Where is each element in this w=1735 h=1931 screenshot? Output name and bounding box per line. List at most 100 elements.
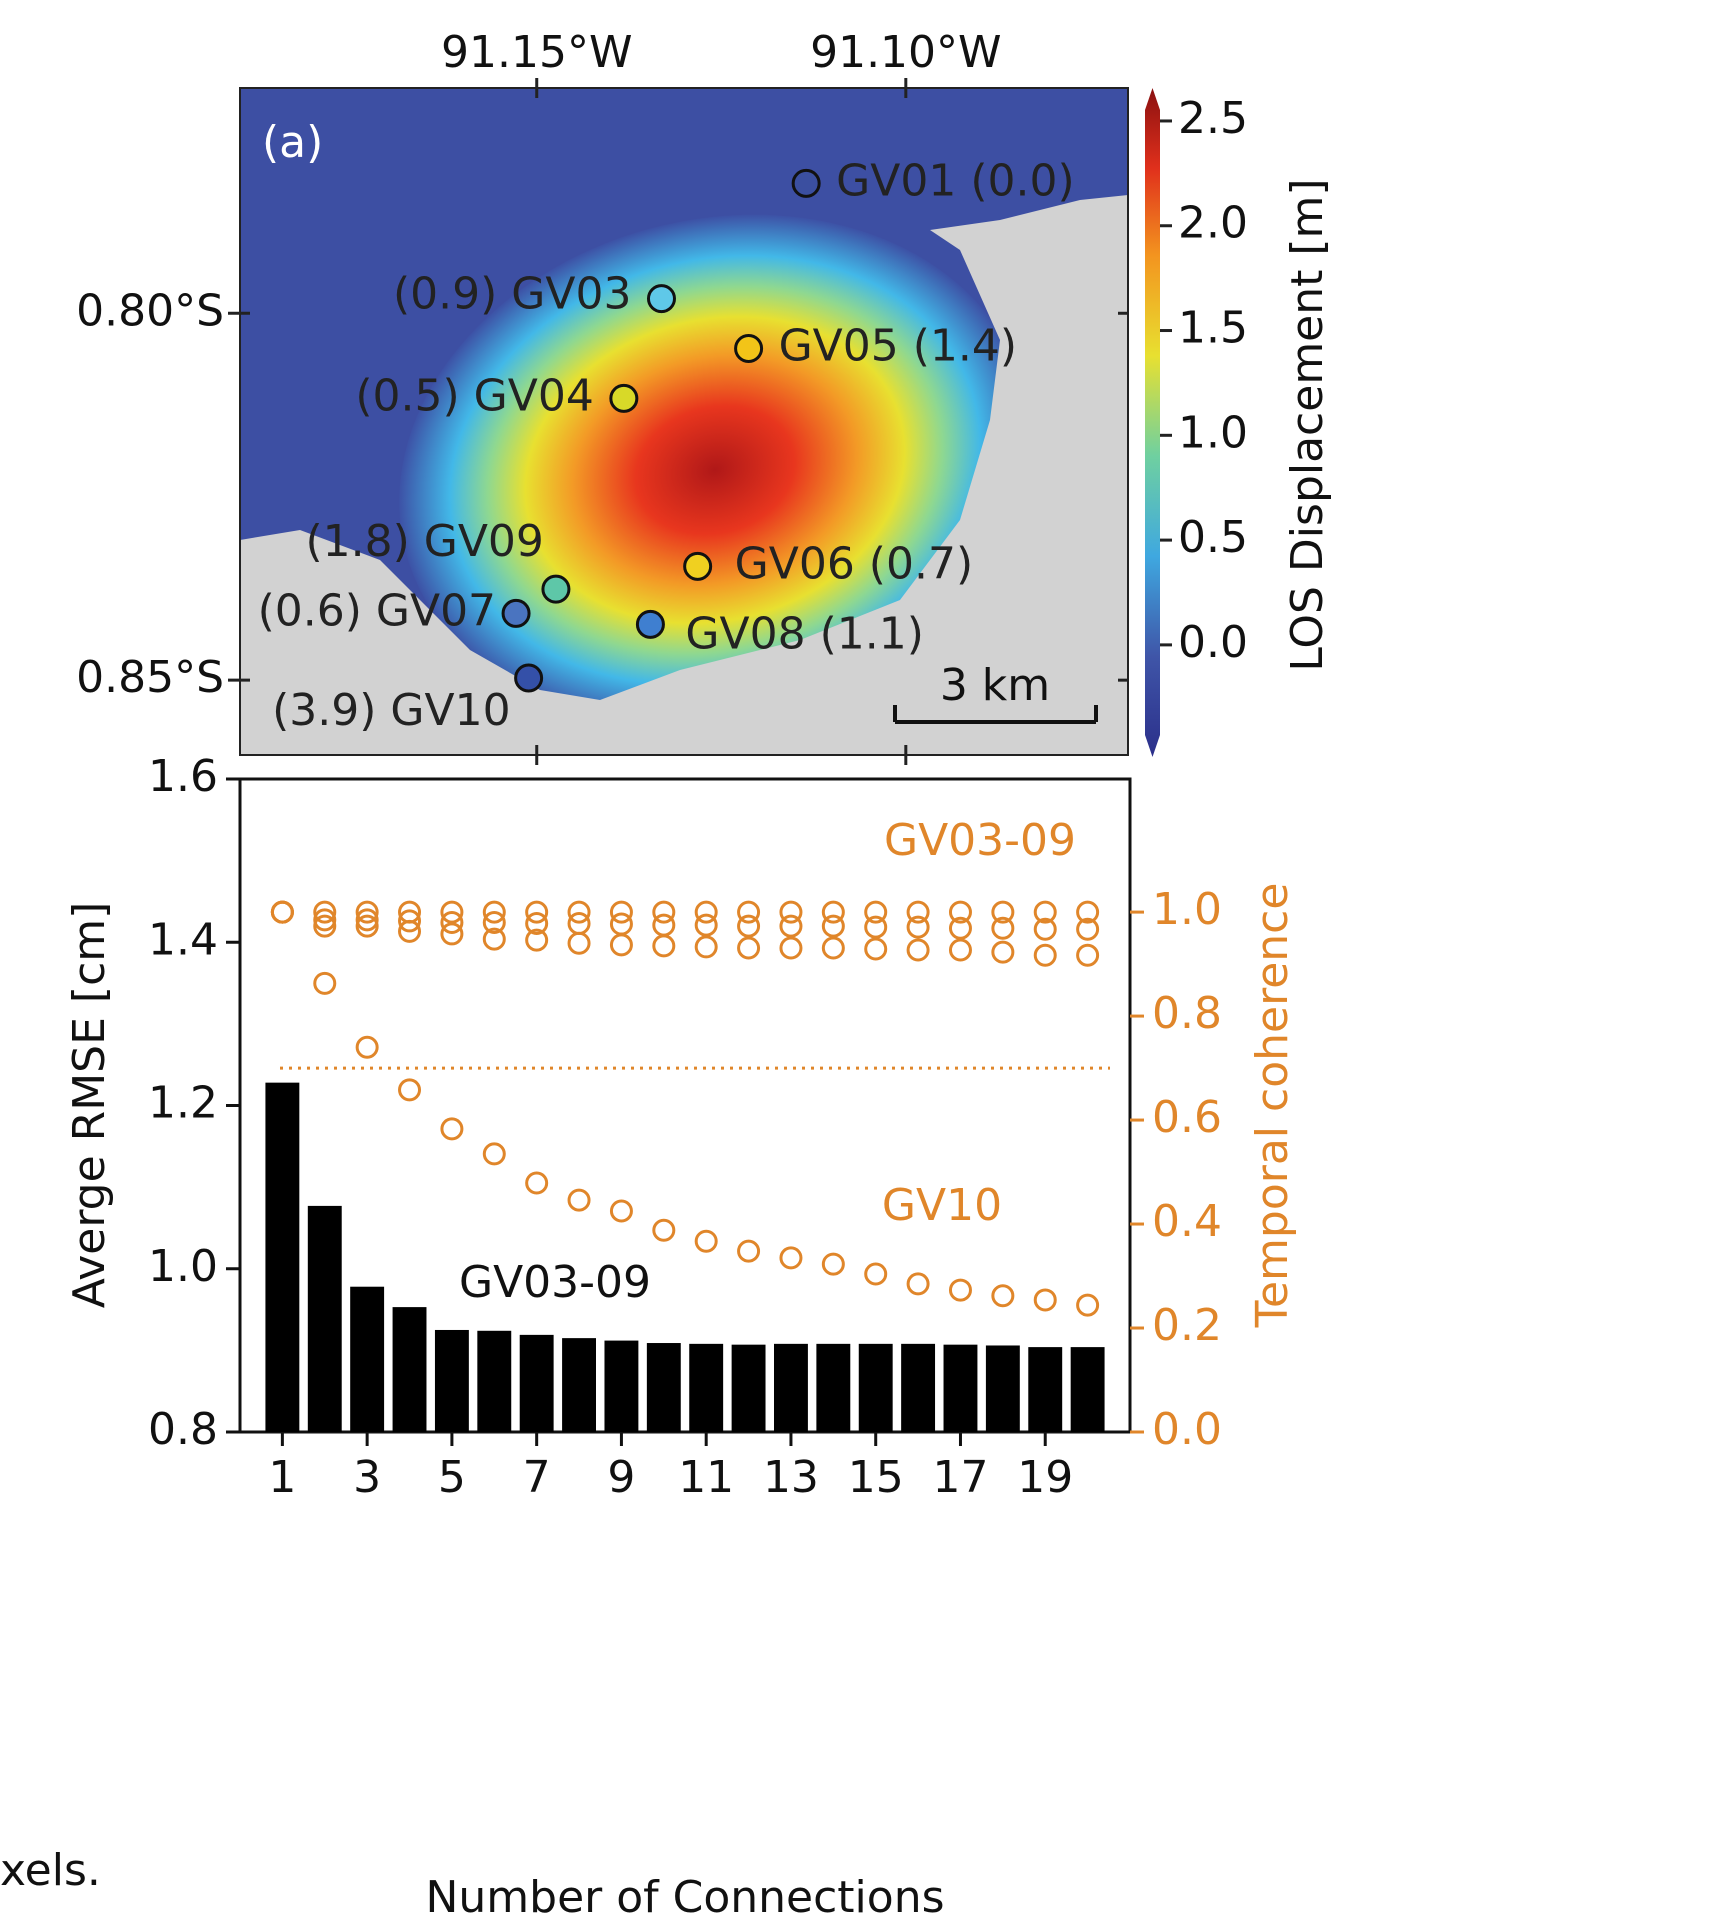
bar	[1028, 1347, 1062, 1432]
station	[637, 611, 663, 637]
station-label: (3.9) GV10	[272, 685, 510, 736]
colorbar-tick-label: 0.0	[1178, 617, 1248, 668]
colorbar-label: LOS Displacement [m]	[1282, 178, 1333, 671]
coherence-point	[993, 942, 1013, 962]
y2-tick-label: 1.0	[1152, 884, 1222, 935]
x-axis-label: Number of Connections	[425, 1872, 944, 1923]
coherence-point	[908, 1274, 928, 1294]
y-tick-label: 0.8	[148, 1404, 218, 1455]
station	[793, 170, 819, 196]
station	[736, 335, 762, 361]
coherence-point	[696, 1231, 716, 1251]
bar	[901, 1344, 935, 1432]
coherence-point	[823, 1254, 843, 1274]
coherence-point	[400, 1080, 420, 1100]
bar	[393, 1307, 427, 1432]
coherence-point	[908, 917, 928, 937]
coherence-point	[1035, 1290, 1055, 1310]
coherence-point	[611, 1201, 631, 1221]
coherence-point	[739, 1241, 759, 1261]
station	[516, 665, 542, 691]
colorbar-tick-label: 2.0	[1178, 198, 1248, 249]
annotation: GV03-09	[459, 1257, 651, 1308]
coherence-point	[866, 917, 886, 937]
bar	[604, 1341, 638, 1432]
bar	[689, 1344, 723, 1432]
x-tick-label: 91.10°W	[810, 27, 1001, 78]
station-label: GV05 (1.4)	[779, 320, 1017, 371]
station-label: GV06 (0.7)	[735, 538, 973, 589]
coherence-point	[611, 935, 631, 955]
x-tick-label: 11	[678, 1452, 734, 1503]
caption-fragment: xels.	[0, 1845, 101, 1896]
y-tick-label: 0.80°S	[76, 285, 224, 336]
bar	[350, 1287, 384, 1432]
coherence-point	[527, 1173, 547, 1193]
x-tick-label: 1	[268, 1452, 296, 1503]
coherence-point	[739, 938, 759, 958]
bar	[774, 1344, 808, 1432]
station	[685, 553, 711, 579]
y2-tick-label: 0.2	[1152, 1300, 1222, 1351]
x-tick-label: 7	[523, 1452, 551, 1503]
coherence-point	[866, 1264, 886, 1284]
coherence-point	[654, 1220, 674, 1240]
bar	[308, 1206, 342, 1432]
y2-tick-label: 0.4	[1152, 1196, 1222, 1247]
figure: 3 km (a) LOS Displacement [m] Number of …	[0, 0, 1735, 1931]
station-label: (0.6) GV07	[258, 585, 496, 636]
coherence-point	[781, 938, 801, 958]
y-tick-label: 1.4	[148, 914, 218, 965]
bar	[562, 1338, 596, 1432]
coherence-point	[1035, 945, 1055, 965]
coherence-point	[611, 914, 631, 934]
coherence-point	[823, 938, 843, 958]
y-tick-label: 1.2	[148, 1078, 218, 1129]
coherence-point	[1078, 945, 1098, 965]
coherence-point	[781, 1248, 801, 1268]
x-tick-label: 3	[353, 1452, 381, 1503]
coherence-point	[654, 936, 674, 956]
station-label: GV08 (1.1)	[685, 608, 923, 659]
annotation: GV10	[882, 1180, 1002, 1231]
coherence-point	[272, 902, 292, 922]
coherence-point	[484, 1144, 504, 1164]
bar	[435, 1330, 469, 1432]
y2-tick-label: 0.0	[1152, 1404, 1222, 1455]
coherence-point	[739, 916, 759, 936]
annotation: GV03-09	[884, 815, 1076, 866]
y-tick-label: 1.6	[148, 751, 218, 802]
station	[611, 385, 637, 411]
y-tick-label: 1.0	[148, 1241, 218, 1292]
bar	[520, 1335, 554, 1432]
x-tick-label: 13	[763, 1452, 819, 1503]
coherence-point	[950, 940, 970, 960]
bar	[647, 1343, 681, 1432]
station-label: GV01 (0.0)	[836, 155, 1074, 206]
coherence-point	[569, 1190, 589, 1210]
y2-axis-label: Temporal coherence	[1247, 883, 1298, 1329]
bar	[1071, 1347, 1105, 1432]
coherence-point	[357, 1037, 377, 1057]
panel-label: (a)	[262, 117, 323, 168]
colorbar-tick-label: 2.5	[1178, 93, 1248, 144]
coherence-point	[315, 973, 335, 993]
coherence-point	[823, 916, 843, 936]
colorbar-tick-label: 1.5	[1178, 303, 1248, 354]
y2-tick-label: 0.6	[1152, 1092, 1222, 1143]
colorbar-tick-label: 1.0	[1178, 407, 1248, 458]
bar	[732, 1345, 766, 1432]
y-tick-label: 0.85°S	[76, 652, 224, 703]
x-tick-label: 5	[438, 1452, 466, 1503]
x-tick-label: 9	[607, 1452, 635, 1503]
station	[648, 286, 674, 312]
coherence-point	[569, 933, 589, 953]
coherence-point	[908, 940, 928, 960]
colorbar-tick-label: 0.5	[1178, 512, 1248, 563]
coherence-point	[442, 1119, 462, 1139]
station	[543, 576, 569, 602]
coherence-point	[781, 916, 801, 936]
x-tick-label: 17	[932, 1452, 988, 1503]
bar	[944, 1345, 978, 1432]
x-tick-label: 15	[848, 1452, 904, 1503]
